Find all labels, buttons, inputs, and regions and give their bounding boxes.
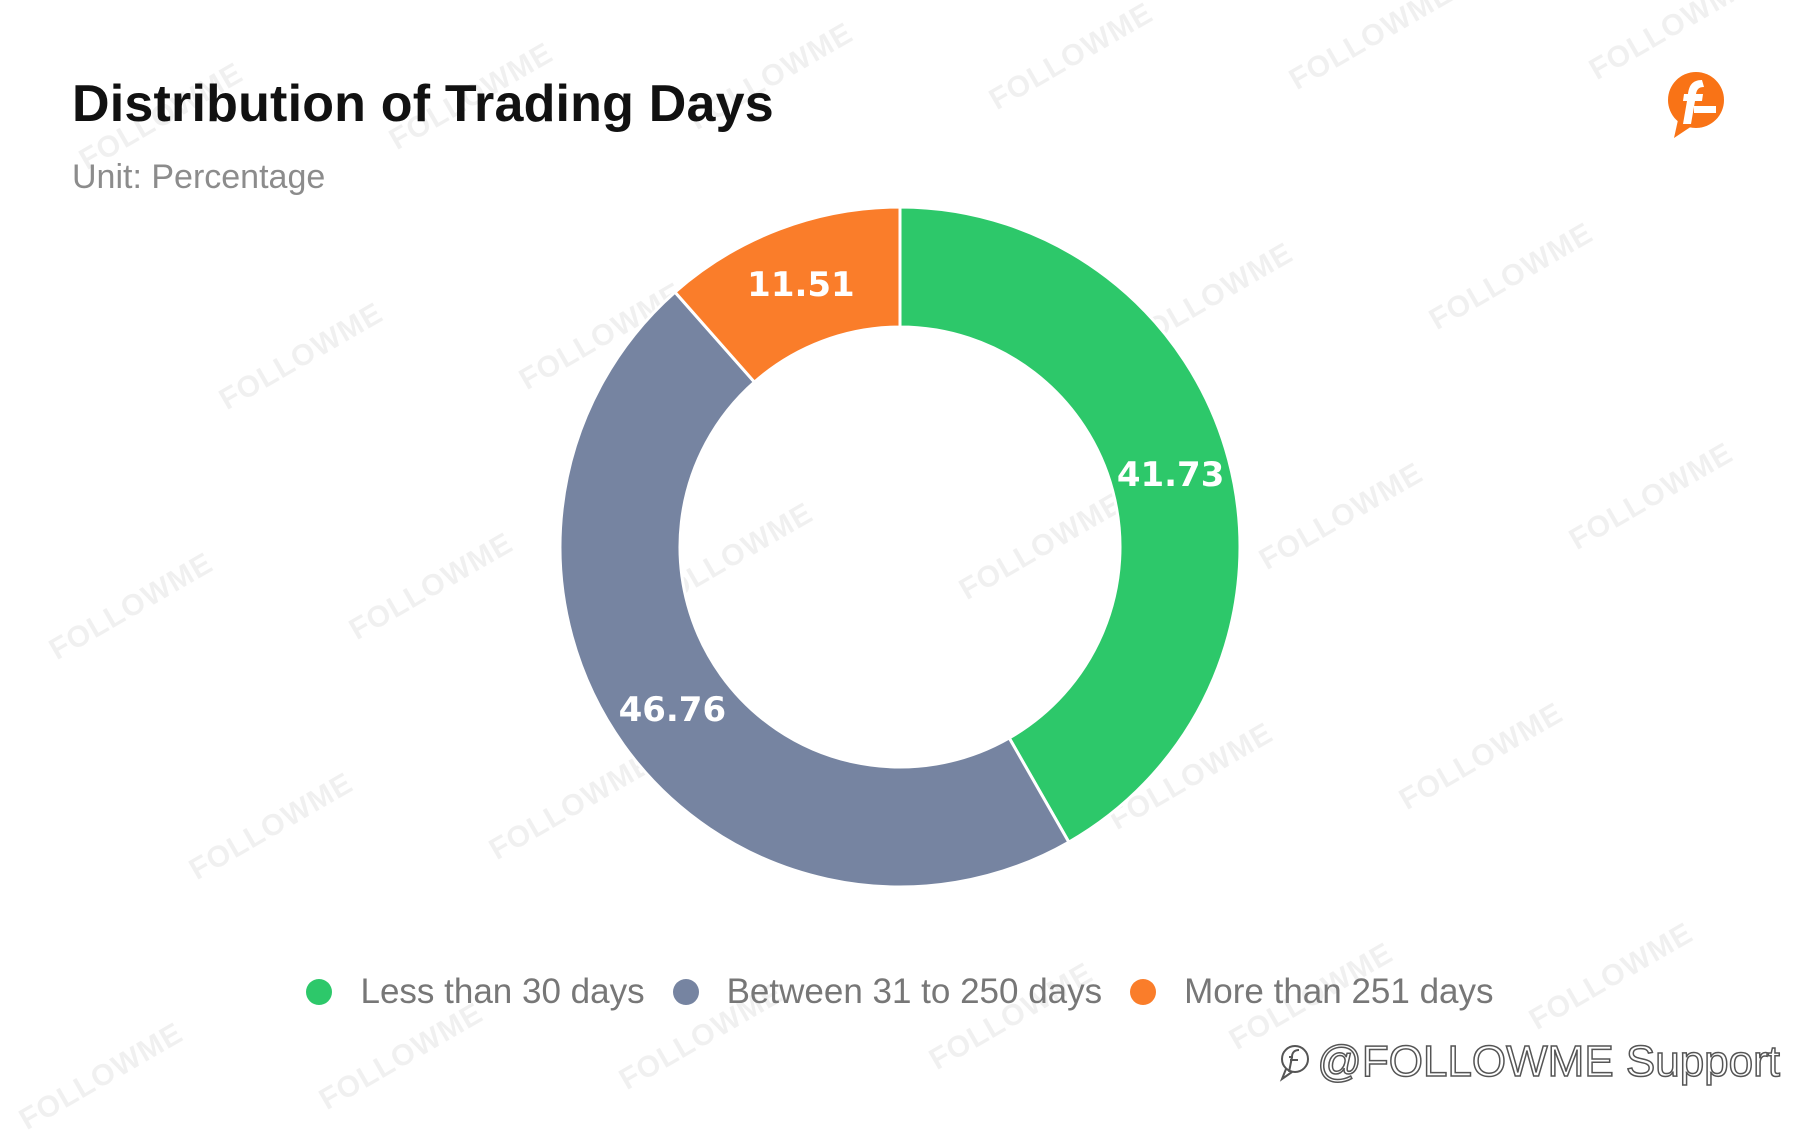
slice-less-than-30 bbox=[898, 205, 1242, 845]
chart-subtitle: Unit: Percentage bbox=[72, 158, 326, 196]
slice-31-to-250 bbox=[558, 289, 1071, 889]
slice-value-label: 46.76 bbox=[619, 690, 727, 730]
slice-more-than-251 bbox=[672, 205, 902, 385]
legend-item-31-to-250: Between 31 to 250 days bbox=[672, 972, 1103, 1012]
legend-swatch bbox=[306, 979, 333, 1005]
legend-swatch bbox=[672, 979, 699, 1005]
chart-title: Distribution of Trading Days bbox=[72, 75, 774, 133]
legend-swatch bbox=[1130, 979, 1157, 1005]
credit-text: @FOLLOWME Support bbox=[1316, 1036, 1780, 1087]
legend-item-less-than-30: Less than 30 days bbox=[306, 972, 645, 1012]
legend-label: Less than 30 days bbox=[360, 972, 645, 1011]
legend-label: Between 31 to 250 days bbox=[726, 972, 1103, 1011]
slice-value-label: 41.73 bbox=[1117, 455, 1225, 495]
legend-label: More than 251 days bbox=[1184, 972, 1494, 1011]
followme-outline-icon bbox=[1280, 1045, 1310, 1082]
followme-logo-icon bbox=[1668, 72, 1724, 138]
chart-legend: Less than 30 days Between 31 to 250 days… bbox=[0, 972, 1800, 1012]
legend-item-more-than-251: More than 251 days bbox=[1130, 972, 1494, 1012]
credit-label: @FOLLOWME Support bbox=[1277, 1036, 1781, 1087]
slice-value-label: 11.51 bbox=[747, 265, 855, 305]
